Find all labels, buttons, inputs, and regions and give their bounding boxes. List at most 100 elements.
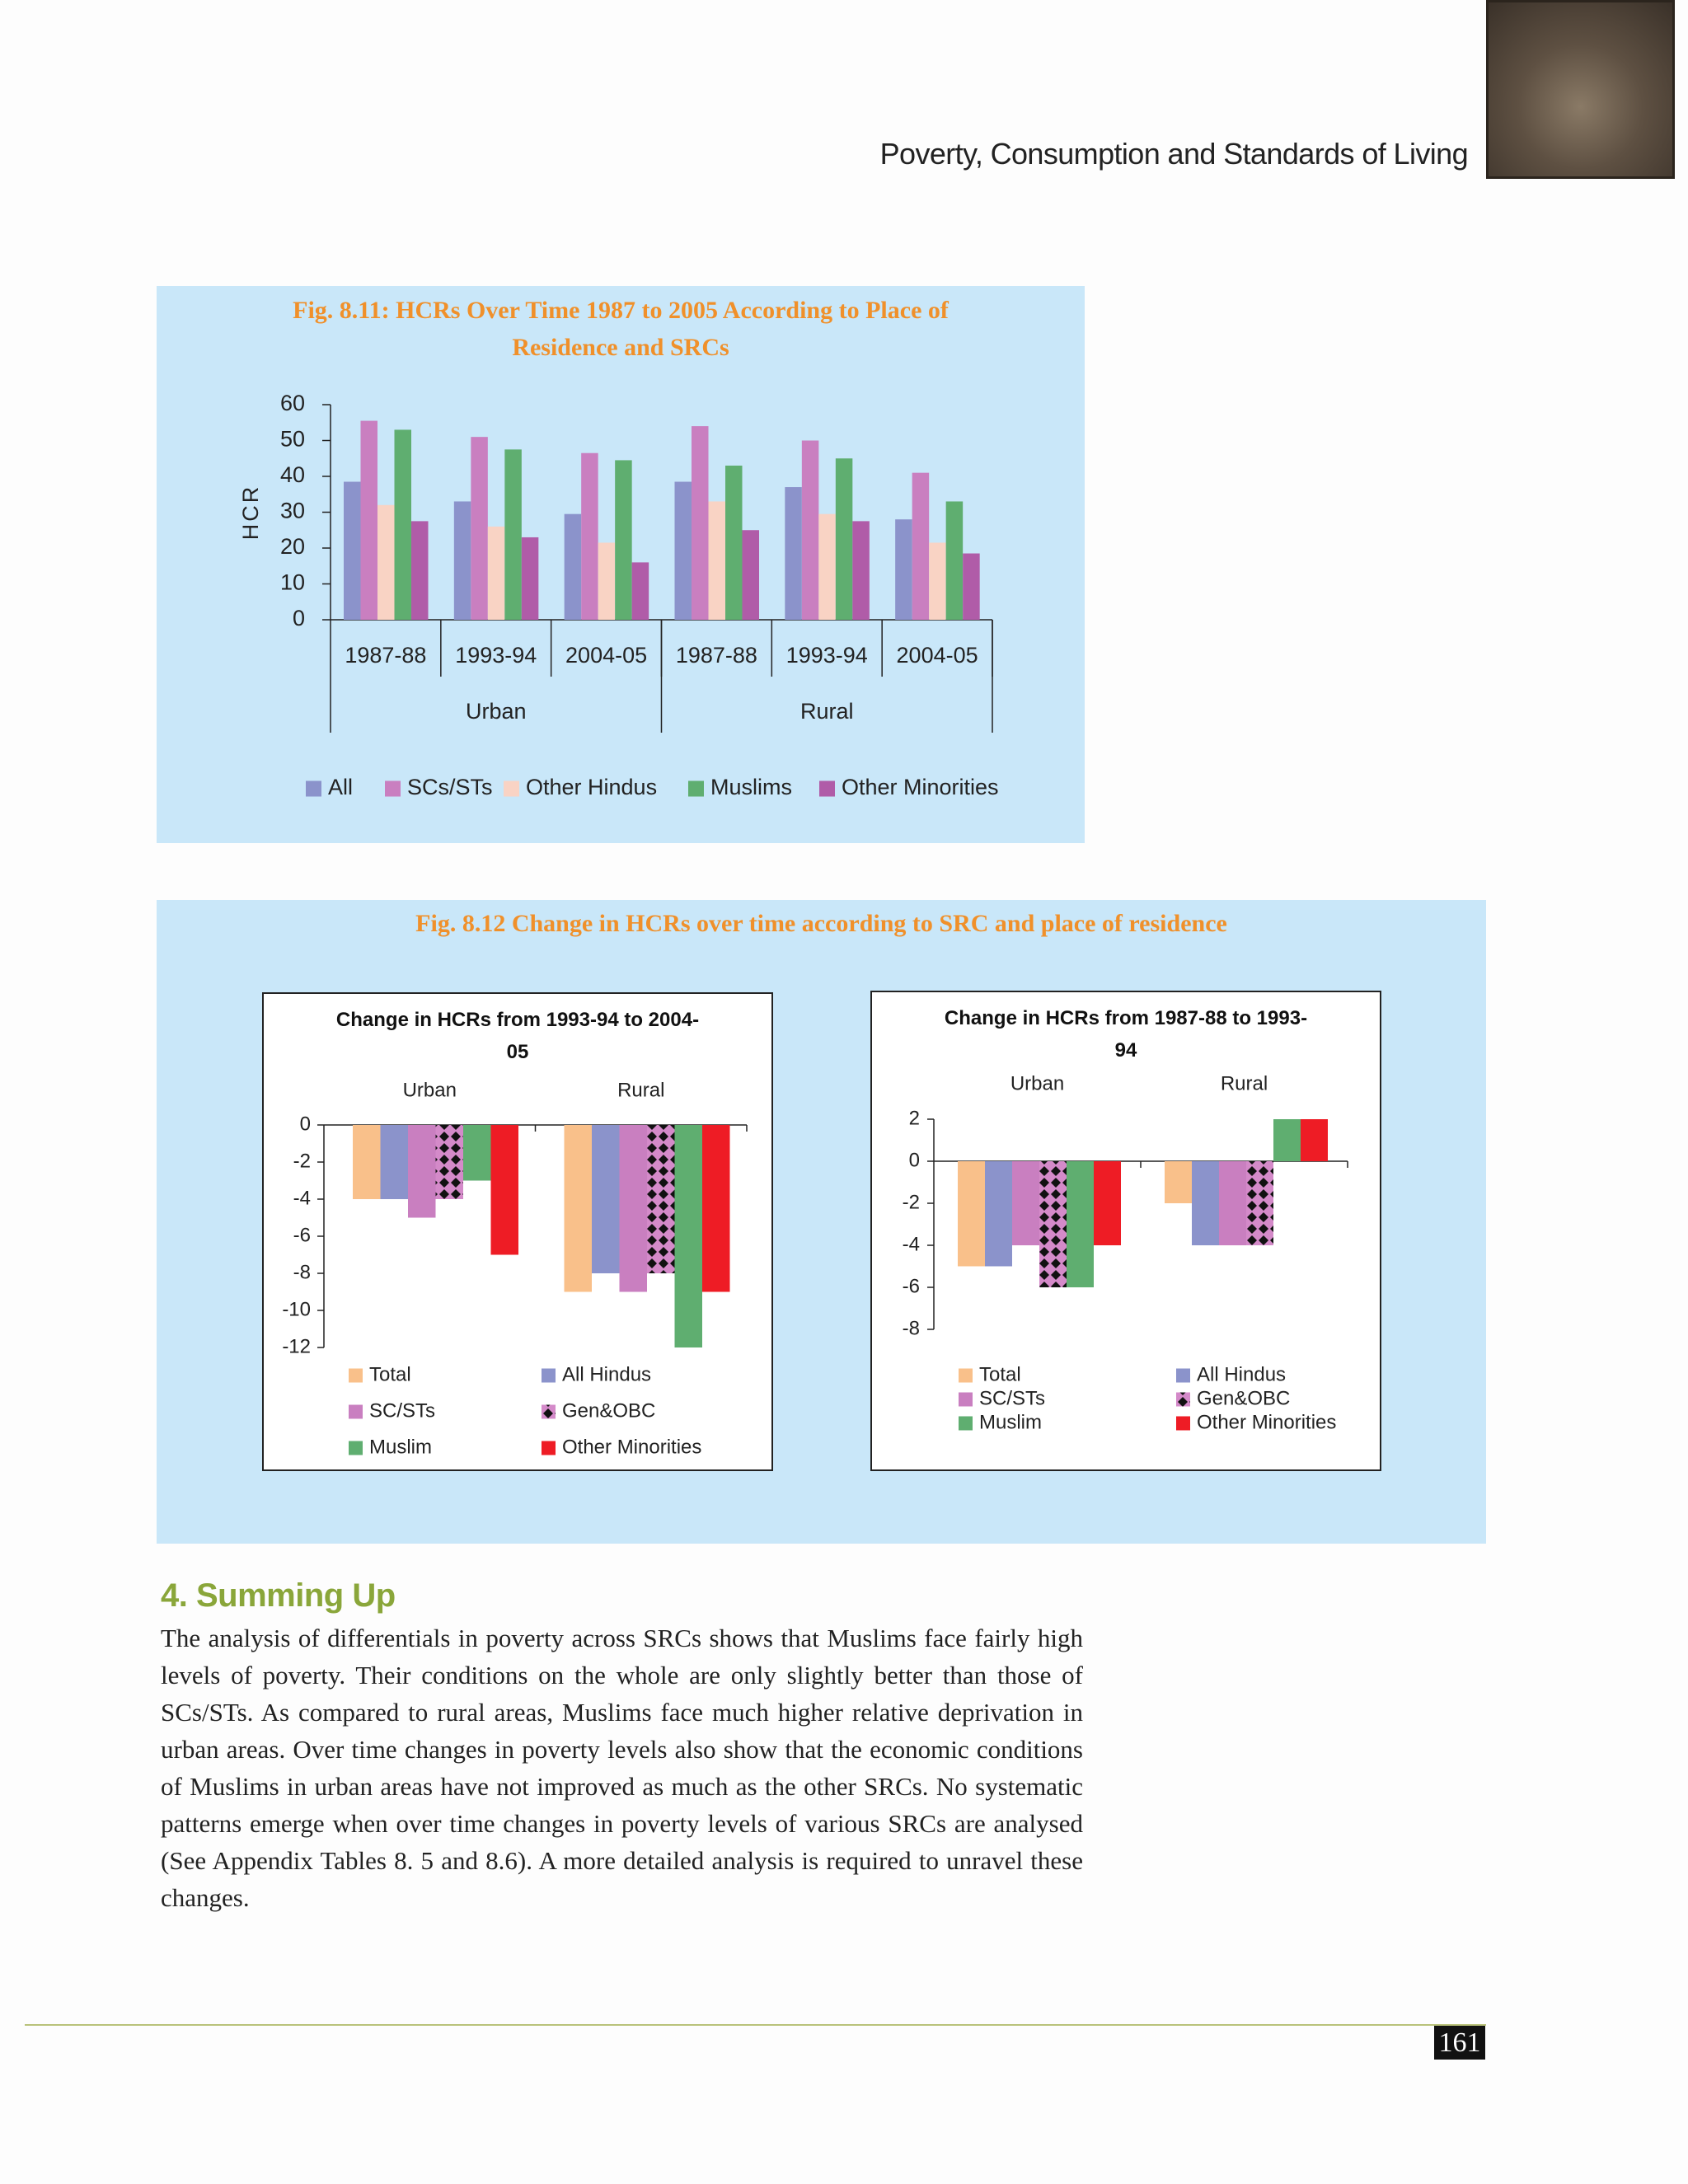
category-label: 2004-05 <box>897 643 978 668</box>
bar <box>674 1125 702 1347</box>
bar <box>958 1161 985 1267</box>
bar <box>1067 1161 1094 1287</box>
bar <box>615 460 632 620</box>
bar <box>353 1125 381 1199</box>
bar <box>895 519 912 620</box>
legend-label: Gen&OBC <box>562 1399 655 1422</box>
group-label: Rural <box>800 699 854 724</box>
bar <box>581 452 598 620</box>
legend-swatch <box>959 1416 973 1431</box>
bar <box>344 481 361 620</box>
bar <box>647 1125 675 1273</box>
legend-swatch <box>306 780 321 797</box>
legend-label: Other Minorities <box>562 1436 701 1458</box>
y-tick-label: 10 <box>280 570 305 595</box>
bar <box>380 1125 408 1199</box>
y-tick-label: -8 <box>903 1317 920 1339</box>
legend-swatch <box>819 780 835 797</box>
legend-label: All Hindus <box>562 1363 651 1385</box>
y-tick-label: 40 <box>280 462 305 487</box>
legend-swatch <box>542 1441 556 1455</box>
bar <box>564 1125 592 1292</box>
y-axis-label: HCR <box>238 485 263 541</box>
bar <box>408 1125 436 1218</box>
section-heading: 4. Summing Up <box>161 1577 396 1614</box>
bar <box>1165 1161 1192 1203</box>
category-label: Urban <box>1010 1072 1064 1094</box>
y-tick-label: -2 <box>903 1191 920 1213</box>
legend-label: Other Hindus <box>526 775 657 799</box>
bar <box>504 449 522 620</box>
bar <box>463 1125 491 1181</box>
y-tick-label: -6 <box>903 1275 920 1297</box>
category-label: 2004-05 <box>565 643 647 668</box>
figure-title: Fig. 8.12 Change in HCRs over time accor… <box>415 910 1227 937</box>
y-tick-label: -6 <box>293 1224 311 1246</box>
bar <box>708 501 725 620</box>
legend-label: SC/STs <box>369 1399 435 1422</box>
legend-swatch <box>688 780 704 797</box>
y-tick-label: 20 <box>280 534 305 559</box>
legend-swatch <box>542 1404 556 1419</box>
legend-swatch <box>349 1404 363 1419</box>
paragraph: The analysis of differentials in poverty… <box>161 1624 1083 1912</box>
bar <box>1301 1119 1328 1161</box>
legend-swatch <box>959 1368 973 1383</box>
y-tick-label: -12 <box>282 1335 311 1357</box>
legend-swatch <box>385 780 401 797</box>
legend-swatch <box>959 1392 973 1407</box>
bar <box>725 465 743 620</box>
bar <box>835 458 853 620</box>
legend-label: All Hindus <box>1197 1363 1286 1385</box>
y-tick-label: 0 <box>300 1113 311 1135</box>
legend-swatch <box>1176 1368 1190 1383</box>
legend-label: Gen&OBC <box>1197 1387 1290 1409</box>
chart-title: Change in HCRs from 1993-94 to 2004-05 <box>335 1009 700 1063</box>
y-tick-label: 2 <box>909 1107 920 1129</box>
bar <box>411 521 429 620</box>
legend-label: Muslim <box>979 1411 1042 1433</box>
legend-label: SCs/STs <box>407 775 493 799</box>
bar <box>435 1125 463 1199</box>
y-tick-label: -10 <box>282 1298 311 1320</box>
y-tick-label: 0 <box>293 606 305 630</box>
bar <box>490 1125 518 1255</box>
y-tick-label: 30 <box>280 499 305 523</box>
bar <box>785 487 802 620</box>
bar <box>674 481 692 620</box>
bar <box>985 1161 1012 1267</box>
bar <box>1219 1161 1246 1245</box>
category-label: 1987-88 <box>676 643 757 668</box>
legend-label: Muslims <box>710 775 792 799</box>
bar <box>360 420 377 620</box>
bar <box>742 530 759 620</box>
bar <box>702 1125 730 1292</box>
legend-swatch <box>1176 1416 1190 1431</box>
bar <box>487 526 505 620</box>
category-label: Urban <box>403 1079 457 1101</box>
chart-box <box>870 991 1381 1471</box>
y-tick-label: -4 <box>293 1187 311 1209</box>
bar <box>394 429 411 620</box>
bar <box>598 542 616 620</box>
legend-label: Other Minorities <box>842 775 999 799</box>
bar <box>1246 1161 1273 1245</box>
legend-swatch <box>1176 1392 1190 1407</box>
legend-label: Total <box>979 1363 1021 1385</box>
bar <box>852 521 870 620</box>
y-tick-label: -8 <box>293 1261 311 1283</box>
category-label: 1993-94 <box>455 643 537 668</box>
legend-label: Muslim <box>369 1436 432 1458</box>
bar <box>929 542 946 620</box>
bar <box>564 513 582 620</box>
bar <box>619 1125 647 1292</box>
bar <box>692 426 709 620</box>
y-tick-label: -4 <box>903 1233 920 1255</box>
category-label: 1993-94 <box>786 643 868 668</box>
legend-label: Total <box>369 1363 411 1385</box>
bar <box>963 553 980 620</box>
running-title: Poverty, Consumption and Standards of Li… <box>879 137 1469 171</box>
legend-label: All <box>328 775 353 799</box>
bar <box>1039 1161 1067 1287</box>
